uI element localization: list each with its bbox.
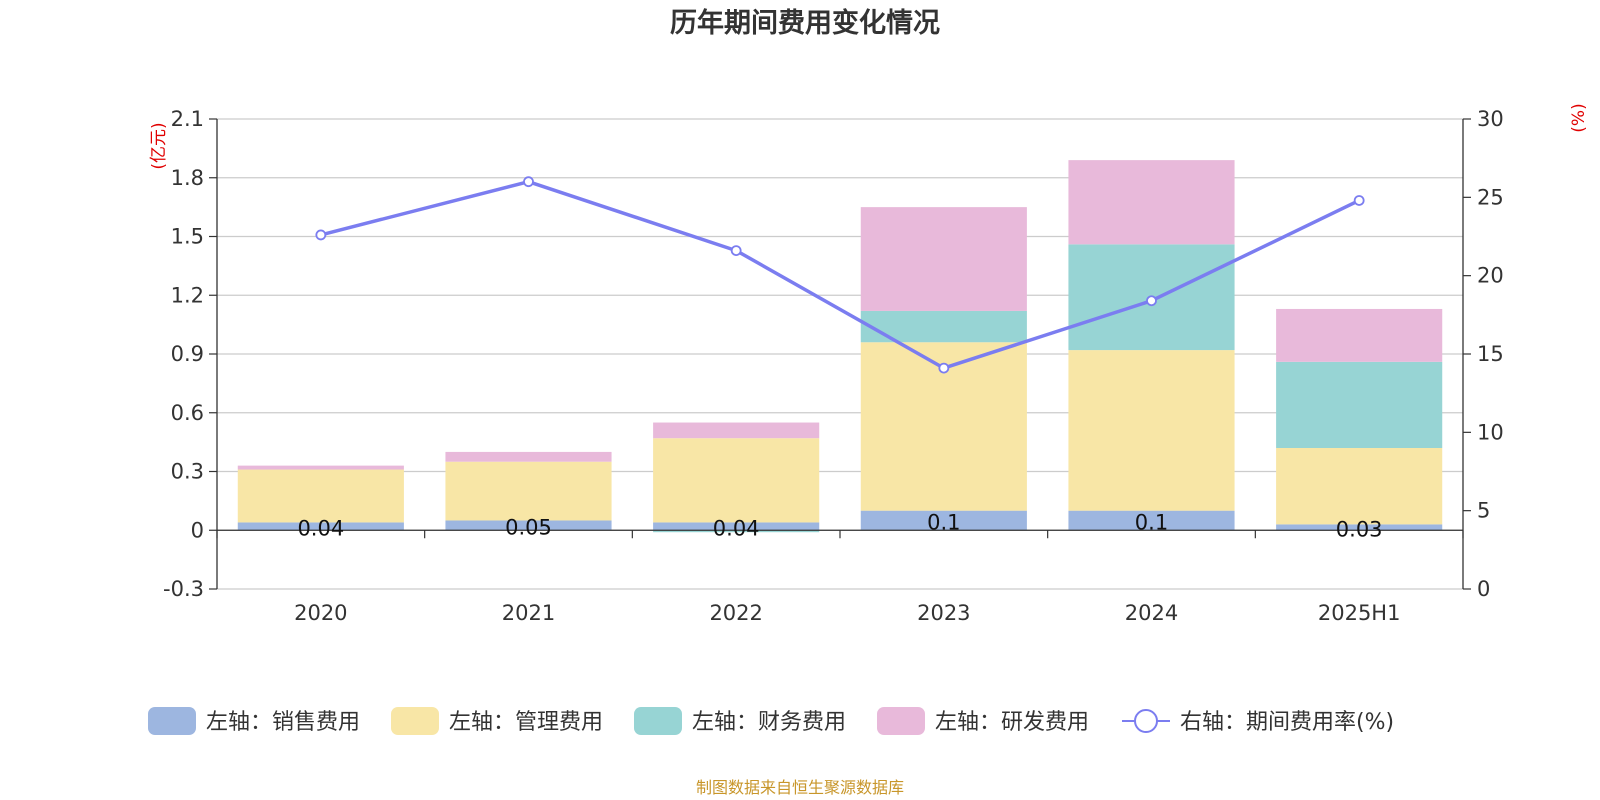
- sales-data-label: 0.1: [927, 510, 960, 534]
- x-tick-label: 2023: [917, 601, 970, 625]
- left-tick-label: 1.5: [171, 225, 204, 249]
- rate-point: [938, 362, 950, 374]
- x-tick-label: 2024: [1125, 601, 1178, 625]
- rate-point: [1146, 295, 1157, 307]
- bar-series: [237, 160, 1443, 533]
- bar-rnd: [237, 465, 404, 470]
- bar-finance: [653, 530, 820, 533]
- right-tick-label: 0: [1477, 577, 1490, 601]
- legend: 左轴：销售费用 左轴：管理费用 左轴：财务费用 左轴：研发费用 右轴：期间费用率(%): [148, 707, 1394, 735]
- sales-data-label: 0.04: [713, 516, 760, 540]
- left-tick-label: 0.9: [171, 342, 204, 366]
- bar-admin: [445, 461, 612, 521]
- source-note: 制图数据来自恒生聚源数据库: [696, 778, 904, 797]
- legend-item-rate[interactable]: 右轴：期间费用率(%): [1122, 709, 1394, 735]
- legend-item-rnd[interactable]: 左轴：研发费用: [877, 707, 1089, 735]
- sales-data-label: 0.03: [1336, 517, 1383, 541]
- bar-rnd: [445, 451, 612, 462]
- right-tick-label: 10: [1477, 420, 1504, 444]
- bar-sales: [1276, 524, 1443, 531]
- legend-swatch: [391, 707, 439, 735]
- rate-line: [320, 179, 1360, 370]
- bar-admin: [237, 469, 404, 523]
- rate-point: [730, 245, 742, 257]
- bar-sales: [1068, 510, 1235, 531]
- bar-rnd: [653, 422, 820, 439]
- legend-label: 左轴：财务费用: [692, 710, 846, 735]
- left-tick-label: -0.3: [163, 577, 204, 601]
- right-tick-label: 25: [1477, 185, 1504, 209]
- bar-rnd: [1276, 308, 1443, 362]
- bar-finance: [860, 310, 1027, 343]
- bar-sales: [237, 522, 404, 531]
- x-tick-label: 2022: [709, 601, 762, 625]
- right-tick-label: 30: [1477, 107, 1504, 131]
- legend-label: 左轴：销售费用: [206, 710, 360, 735]
- left-axis-unit: (亿元): [149, 122, 169, 169]
- bar-sales: [653, 522, 820, 531]
- legend-swatch-marker: [1134, 709, 1158, 733]
- left-tick-label: 0.6: [171, 401, 204, 425]
- axes: 2.1 1.8 1.5 1.2 0.9 0.6 0.3 0 -0.3 30 25 20 15 10 5 0 20…: [163, 107, 1504, 625]
- rate-line-series: [315, 176, 1365, 374]
- left-tick-label: 2.1: [171, 107, 204, 131]
- bar-sales: [445, 520, 612, 531]
- legend-label: 左轴：研发费用: [935, 710, 1089, 735]
- bar-admin: [653, 438, 820, 523]
- legend-label: 左轴：管理费用: [449, 710, 603, 735]
- legend-swatch: [148, 707, 196, 735]
- legend-item-sales[interactable]: 左轴：销售费用: [148, 707, 360, 735]
- right-tick-label: 5: [1477, 499, 1490, 523]
- left-tick-label: 1.8: [171, 166, 204, 190]
- legend-label: 右轴：期间费用率(%): [1180, 710, 1394, 735]
- bar-admin: [1276, 448, 1443, 525]
- left-tick-label: 0: [191, 518, 204, 542]
- bar-sales: [860, 510, 1027, 531]
- left-tick-label: 0.3: [171, 460, 204, 484]
- bar-admin: [1068, 350, 1235, 511]
- bar-rnd: [860, 207, 1027, 311]
- rate-point: [1353, 195, 1365, 206]
- left-tick-label: 1.2: [171, 283, 204, 307]
- sales-data-label: 0.04: [297, 516, 344, 540]
- legend-item-admin[interactable]: 左轴：管理费用: [391, 707, 603, 735]
- x-tick-label: 2021: [502, 601, 555, 625]
- bar-finance: [1276, 361, 1443, 448]
- right-tick-label: 15: [1477, 342, 1504, 366]
- chart-title: 历年期间费用变化情况: [670, 7, 940, 39]
- data-labels: 0.04 0.05 0.04 0.1 0.1 0.03: [297, 510, 1382, 541]
- gridlines: [217, 118, 1463, 590]
- bar-rnd: [1068, 160, 1235, 245]
- rate-point: [315, 229, 327, 241]
- rate-point: [523, 176, 534, 188]
- right-axis-unit: (%): [1569, 103, 1589, 132]
- sales-data-label: 0.1: [1135, 510, 1168, 534]
- legend-item-finance[interactable]: 左轴：财务费用: [634, 707, 846, 735]
- legend-swatch: [877, 707, 925, 735]
- right-tick-label: 20: [1477, 264, 1504, 288]
- x-tick-label: 2020: [294, 601, 347, 625]
- legend-swatch: [634, 707, 682, 735]
- x-tick-label: 2025H1: [1318, 601, 1401, 625]
- sales-data-label: 0.05: [505, 515, 552, 539]
